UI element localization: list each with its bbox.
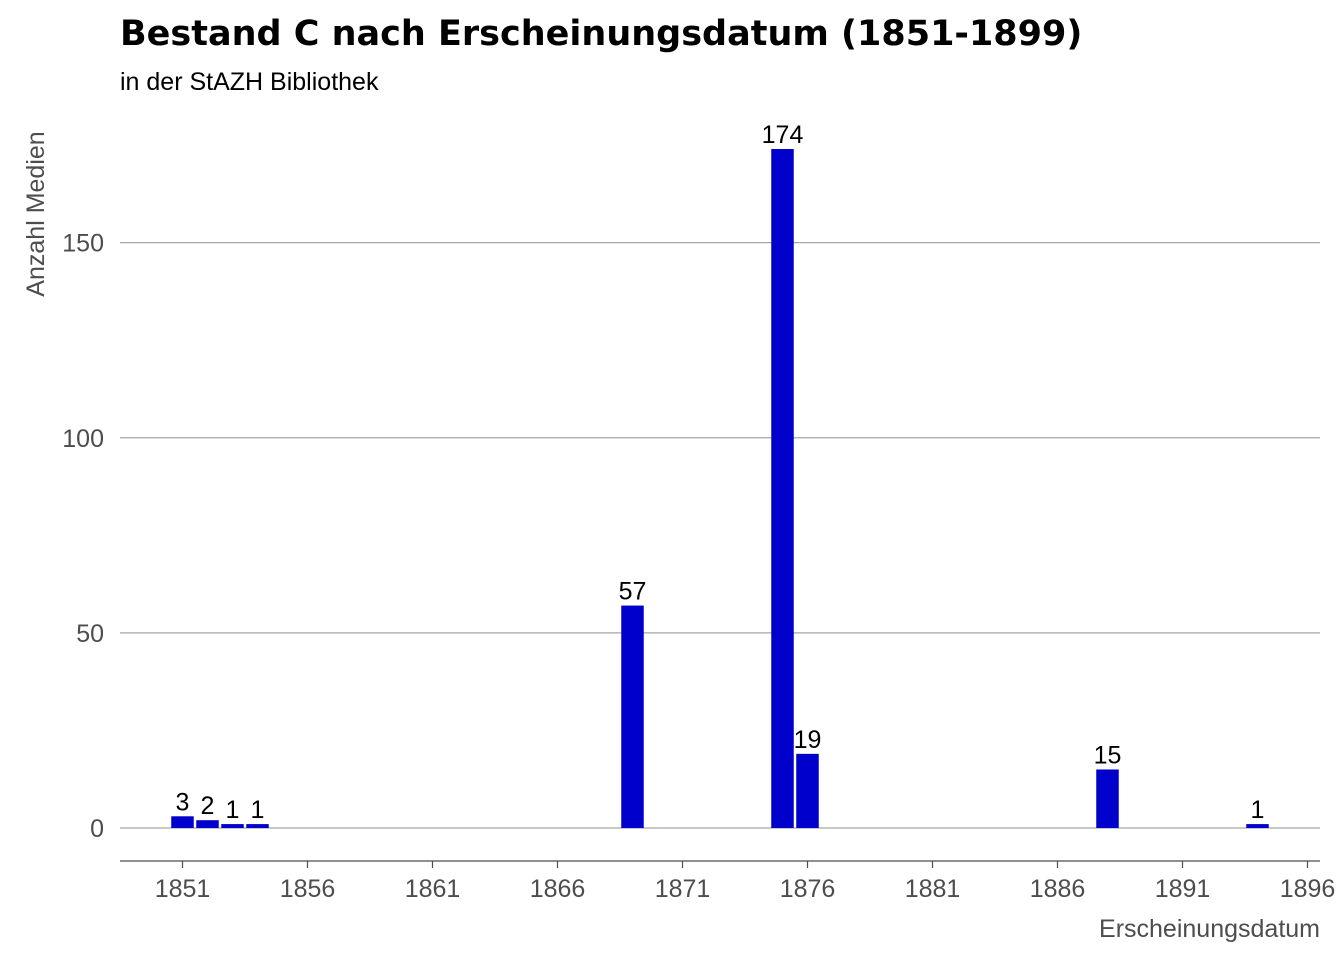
data-label: 2 <box>201 792 215 820</box>
bar <box>621 605 644 828</box>
data-label: 1 <box>251 796 265 824</box>
x-tick-label: 1861 <box>405 875 461 903</box>
data-label: 15 <box>1094 741 1122 769</box>
y-tick-label: 50 <box>76 620 104 648</box>
data-label: 57 <box>619 578 647 606</box>
bar <box>796 753 819 828</box>
chart-subtitle: in der StAZH Bibliothek <box>120 68 379 96</box>
bar <box>771 149 794 828</box>
y-tick-label: 150 <box>62 230 104 258</box>
bar <box>196 820 219 828</box>
y-tick-label: 0 <box>90 815 104 843</box>
bars <box>171 149 1269 828</box>
axes: 0 50 100 150 1851 1856 1861 1866 1871 1876 1881 188… <box>62 230 1335 903</box>
x-tick-label: 1891 <box>1155 875 1211 903</box>
y-tick-label: 100 <box>62 425 104 453</box>
data-label: 1 <box>1251 796 1265 824</box>
x-tick-label: 1856 <box>280 875 336 903</box>
x-tick-label: 1886 <box>1030 875 1086 903</box>
x-tick-label: 1866 <box>530 875 586 903</box>
x-tick-label: 1896 <box>1280 875 1336 903</box>
chart-title: Bestand C nach Erscheinungsdatum (1851-1… <box>120 14 1083 54</box>
y-axis-title: Anzahl Medien <box>22 131 50 296</box>
bar <box>246 824 269 828</box>
data-label: 1 <box>226 796 240 824</box>
data-label: 3 <box>176 788 190 816</box>
bar <box>1096 769 1119 828</box>
bar <box>1246 824 1269 828</box>
data-label: 174 <box>762 121 804 149</box>
x-axis-title: Erscheinungsdatum <box>1099 915 1320 943</box>
x-tick-label: 1851 <box>155 875 211 903</box>
gridlines <box>120 242 1320 829</box>
x-tick-label: 1881 <box>905 875 961 903</box>
x-tick-label: 1871 <box>655 875 711 903</box>
x-tick-label: 1876 <box>780 875 836 903</box>
data-label: 19 <box>794 726 822 754</box>
bar <box>221 824 244 828</box>
bar <box>171 816 194 828</box>
